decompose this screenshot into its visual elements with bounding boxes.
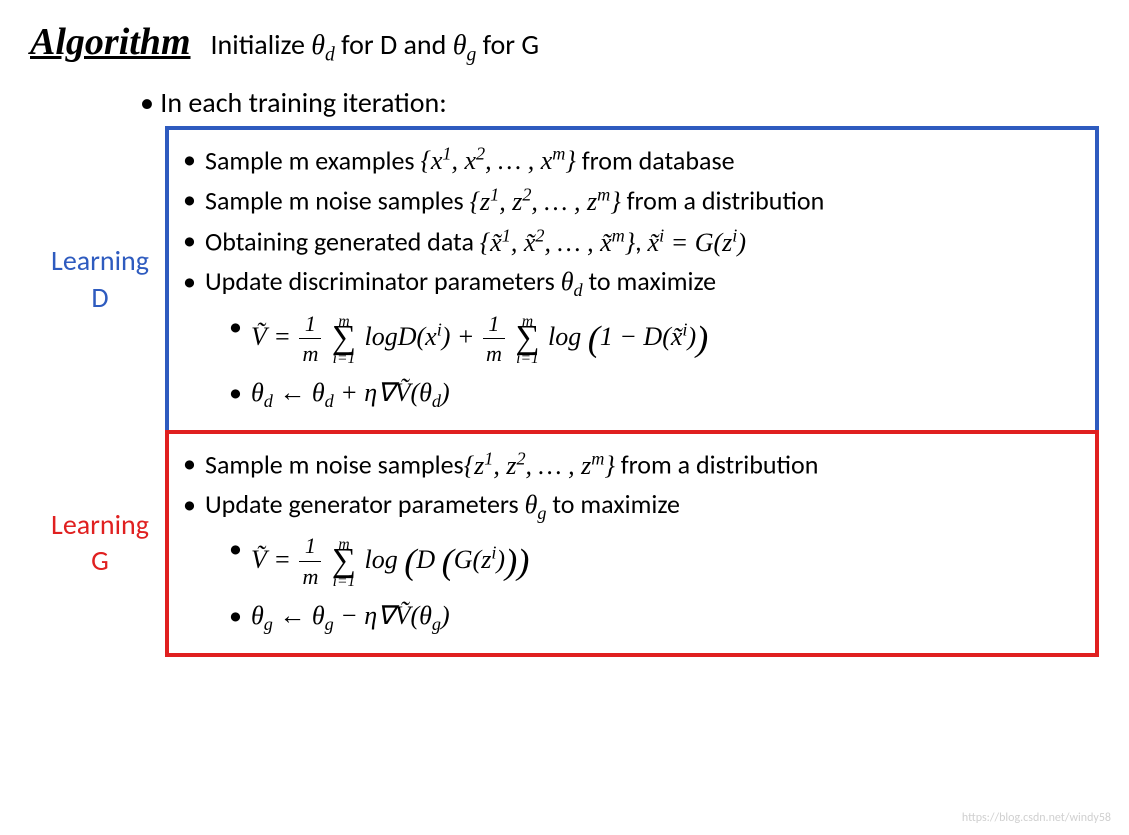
watermark: https://blog.csdn.net/windy58 xyxy=(962,811,1111,825)
d-sub-1: Ṽ = 1m m∑i=1 logD(xi) + 1m m∑i=1 log (1 … xyxy=(229,309,1081,370)
learning-g-box: Sample m noise samples{z1, z2, … , zm} f… xyxy=(165,430,1099,657)
g-item-1: Sample m noise samples{z1, z2, … , zm} f… xyxy=(183,446,1081,483)
learning-g-label: Learning G xyxy=(35,507,165,580)
d-sublist: Ṽ = 1m m∑i=1 logD(xi) + 1m m∑i=1 log (1 … xyxy=(205,309,1081,414)
learning-d-label-line2: D xyxy=(91,280,108,315)
d-item-2: Sample m noise samples {z1, z2, … , zm} … xyxy=(183,182,1081,219)
iteration-line: In each training iteration: xyxy=(140,85,1099,120)
learning-g-list: Sample m noise samples{z1, z2, … , zm} f… xyxy=(183,446,1081,637)
g-sub-2: θg ← θg − η∇Ṽ(θg) xyxy=(229,598,1081,637)
learning-g-label-line1: Learning xyxy=(51,507,149,542)
g-sublist: Ṽ = 1m m∑i=1 log (D (G(zi))) θg ← θg − η… xyxy=(205,531,1081,636)
learning-d-list: Sample m examples {x1, x2, … , xm} from … xyxy=(183,142,1081,414)
learning-g-row: Learning G Sample m noise samples{z1, z2… xyxy=(35,430,1099,657)
initialize-text: Initialize θd for D and θg for G xyxy=(211,27,540,67)
g-sub-1: Ṽ = 1m m∑i=1 log (D (G(zi))) xyxy=(229,531,1081,592)
algorithm-title: Algorithm xyxy=(30,20,191,64)
d-item-4: Update discriminator parameters θd to ma… xyxy=(183,264,1081,414)
learning-d-row: Learning D Sample m examples {x1, x2, … … xyxy=(35,126,1099,434)
d-item-3: Obtaining generated data {x̃1, x̃2, … , … xyxy=(183,223,1081,260)
d-item-1: Sample m examples {x1, x2, … , xm} from … xyxy=(183,142,1081,179)
g-item-2: Update generator parameters θg to maximi… xyxy=(183,487,1081,637)
learning-g-label-line2: G xyxy=(91,543,109,578)
learning-d-label: Learning D xyxy=(35,243,165,316)
learning-d-label-line1: Learning xyxy=(51,243,149,278)
header: Algorithm Initialize θd for D and θg for… xyxy=(30,20,1099,67)
learning-d-box: Sample m examples {x1, x2, … , xm} from … xyxy=(165,126,1099,434)
d-sub-2: θd ← θd + η∇Ṽ(θd) xyxy=(229,375,1081,414)
